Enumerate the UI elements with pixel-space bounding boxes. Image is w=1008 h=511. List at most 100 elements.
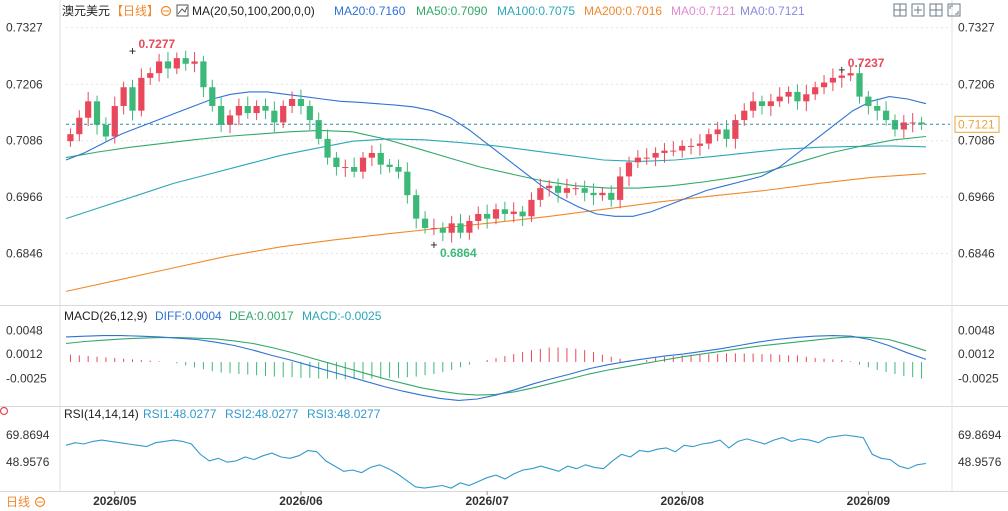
rsi-tick-left: 69.8694	[6, 428, 50, 442]
rsi3-label: RSI3:48.0277	[307, 407, 381, 421]
fullscreen-icon[interactable]	[947, 3, 961, 17]
candle-body	[829, 77, 837, 83]
macd-dea-label: DEA:0.0017	[229, 309, 294, 323]
macd-tick-left: 0.0048	[6, 323, 43, 337]
price-tick-left: 0.7327	[6, 21, 43, 35]
rsi-layer	[65, 434, 927, 489]
axis-layer: 0.7327 0.7327 0.7206 0.7206 0.7086 0.7086 0.69…	[6, 21, 1002, 508]
candle-body	[537, 188, 544, 200]
candle-body	[306, 106, 313, 121]
candle-body	[794, 91, 801, 102]
candle-body	[448, 223, 455, 233]
candle-body	[679, 145, 686, 151]
ma20-line	[65, 91, 927, 217]
candle-body	[182, 58, 189, 64]
candle-body	[528, 199, 535, 217]
candle-body	[280, 106, 287, 123]
candle-body	[714, 129, 721, 135]
settings-icon[interactable]	[160, 5, 172, 17]
macd-tick-left: -0.0025	[6, 372, 47, 386]
price-tick-left: 0.7086	[6, 134, 43, 148]
footer-period-label: 日线	[6, 495, 30, 509]
candle-body	[209, 87, 216, 107]
candle-body	[85, 101, 92, 118]
rsi-tick-left: 48.9576	[6, 455, 50, 469]
candle-body	[129, 87, 136, 111]
candle-body	[475, 213, 482, 221]
ma200-line	[65, 173, 927, 292]
ma0a-label: MA0:0.7121	[671, 4, 736, 18]
candle-body	[510, 211, 517, 214]
grid-icon[interactable]	[929, 3, 943, 17]
candle-body	[696, 143, 704, 146]
candle-body	[705, 134, 712, 144]
candle-body	[812, 87, 819, 95]
candle-body	[342, 167, 349, 169]
candle-body	[315, 120, 322, 139]
candle-body	[457, 223, 464, 233]
candle-body	[750, 101, 757, 111]
macd-tick-left: 0.0012	[6, 347, 43, 361]
candle-body	[484, 213, 491, 219]
candle-body	[253, 106, 260, 114]
candle-body	[883, 110, 890, 121]
candle-body	[900, 122, 907, 130]
candle-body	[874, 106, 881, 111]
candle-body	[838, 75, 845, 78]
candle-body	[421, 218, 429, 229]
rsi-tick-right: 69.8694	[958, 428, 1002, 442]
ma0b-label: MA0:0.7121	[740, 4, 805, 18]
footer-dropdown-icon[interactable]	[34, 496, 46, 508]
candle-body	[333, 157, 340, 168]
candle-body	[404, 171, 411, 196]
ma20-label: MA20:0.7160	[334, 4, 406, 18]
candle-body	[395, 167, 402, 172]
candle-body	[519, 211, 526, 217]
candle-body	[501, 209, 508, 214]
candle-body	[93, 101, 101, 125]
candle-body	[235, 106, 242, 116]
x-tick-label: 2026/05	[93, 494, 137, 508]
candle-body	[865, 96, 872, 107]
candle-body	[262, 106, 269, 111]
x-tick-label: 2026/08	[660, 494, 704, 508]
macd-layer	[65, 335, 927, 401]
candle-body	[297, 98, 305, 107]
candle-body	[785, 91, 792, 97]
high2-annotation: 0.7237	[848, 56, 885, 70]
chart-type-icon[interactable]	[176, 4, 189, 17]
price-tick-right: 0.7206	[958, 77, 995, 91]
candle-body	[563, 188, 571, 193]
candle-body	[102, 124, 109, 137]
candle-body	[138, 77, 145, 111]
macd-diff-line	[65, 335, 927, 401]
last-price-tag	[954, 115, 1000, 133]
macd-title: MACD(26,12,9)	[64, 309, 147, 323]
candle-body	[368, 152, 375, 158]
candle-body	[386, 164, 393, 168]
candle-body	[590, 192, 597, 196]
expand-icon[interactable]	[911, 3, 925, 17]
candle-body	[67, 134, 74, 142]
candle-body	[758, 101, 766, 107]
ma-title: MA(20,50,100,200,0,0)	[192, 4, 315, 18]
candle-body	[670, 150, 677, 152]
price-tick-right: 0.6966	[958, 190, 995, 204]
rsi-settings-icon[interactable]	[0, 406, 9, 416]
candle-body	[572, 188, 579, 190]
candle-body	[856, 73, 863, 97]
crosshair-icon[interactable]	[893, 3, 907, 17]
candle-body	[200, 61, 207, 88]
rsi-line	[65, 434, 927, 489]
macd-tick-right: 0.0012	[958, 347, 995, 361]
price-tick-right: 0.7086	[958, 134, 995, 148]
period-title: 【日线】	[111, 4, 159, 18]
candle-body	[918, 122, 925, 125]
candle-body	[909, 122, 916, 124]
candle-body	[164, 61, 172, 69]
candle-body	[413, 195, 420, 219]
rsi1-label: RSI1:48.0277	[143, 407, 217, 421]
candle-body	[546, 185, 553, 189]
price-tick-left: 0.7206	[6, 77, 43, 91]
